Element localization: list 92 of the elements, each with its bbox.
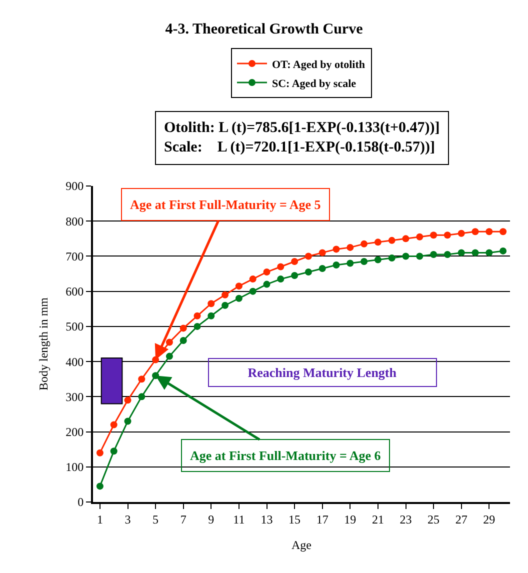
point: [402, 252, 410, 260]
point: [277, 263, 284, 270]
x-tick-label: 13: [260, 512, 273, 526]
point: [444, 232, 451, 239]
point: [430, 232, 438, 239]
point: [235, 282, 242, 290]
point: [388, 236, 396, 244]
point: [304, 252, 312, 260]
point: [124, 418, 132, 425]
y-tick-label: 0: [78, 495, 84, 510]
point: [332, 262, 340, 268]
point: [138, 393, 146, 400]
point: [486, 249, 493, 256]
x-tick-label: 7: [180, 512, 186, 526]
annotation: Age at First Full-Maturity = Age 5: [130, 197, 322, 212]
point: [208, 300, 215, 308]
point: [180, 324, 187, 332]
x-tick-label: 9: [208, 512, 214, 526]
point: [472, 228, 479, 236]
x-tick-label: 15: [288, 512, 301, 526]
point: [304, 268, 312, 276]
x-tick-label: 29: [483, 512, 496, 526]
point: [249, 276, 256, 283]
y-axis-title: Body length in mm: [36, 296, 50, 390]
point: [500, 247, 507, 254]
point: [194, 322, 201, 330]
y-tick-label: 400: [66, 354, 84, 369]
point: [110, 448, 118, 455]
point: [263, 268, 270, 276]
point: [374, 238, 382, 246]
point: [110, 421, 118, 428]
x-tick-label: 5: [152, 512, 159, 526]
x-tick-label: 21: [372, 512, 384, 526]
point: [124, 396, 132, 404]
point: [360, 258, 368, 265]
text: Otolith: L (t)=785.6[1-EXP(-0.133(t+0.47))] Scale: L (t)=720.1[1-EXP(-0.158(t-0.57))]: [164, 120, 440, 156]
y-tick-label: 100: [66, 460, 84, 474]
point: [208, 312, 215, 320]
point: [458, 230, 465, 237]
point: [444, 250, 451, 258]
y-tick-label: 200: [66, 424, 84, 439]
x-tick-label: 19: [344, 512, 356, 526]
point: [388, 254, 396, 262]
x-axis-title: Age: [292, 538, 312, 552]
chart-title: 4-3. Theoretical Growth Curve: [165, 21, 364, 38]
point: [416, 252, 424, 260]
point: [96, 449, 104, 456]
y-tick-label: 800: [66, 214, 84, 228]
point: [249, 288, 256, 295]
annotation: Age at First Full-Maturity = Age 6: [190, 448, 382, 463]
point: [486, 228, 493, 236]
point: [458, 249, 465, 256]
x-tick-label: 3: [124, 512, 131, 526]
point: [500, 228, 507, 236]
x-tick-label: 1: [96, 512, 103, 526]
point: [291, 272, 298, 280]
x-tick-label: 27: [455, 512, 468, 526]
point: [263, 280, 270, 288]
point: [235, 294, 242, 302]
x-tick-label: 17: [316, 512, 328, 526]
point: [416, 233, 424, 240]
point: [430, 250, 438, 258]
band-label: Reaching Maturity Length: [248, 365, 398, 380]
point: [318, 265, 326, 272]
point: [332, 246, 340, 253]
y-tick-label: 600: [66, 284, 84, 299]
y-tick-label: 700: [66, 249, 84, 264]
point: [166, 352, 173, 360]
point: [222, 302, 229, 309]
legend-label: OT: Aged by otolith: [272, 58, 366, 71]
point: [346, 260, 354, 267]
point: [138, 376, 146, 383]
x-tick-label: 25: [428, 512, 440, 526]
y-tick-label: 900: [66, 179, 84, 194]
point: [402, 235, 410, 242]
x-tick-label: 11: [233, 512, 245, 526]
point: [277, 276, 284, 283]
point: [360, 240, 368, 248]
point: [96, 482, 104, 490]
point: [472, 249, 479, 256]
point: [318, 249, 326, 256]
point: [166, 338, 173, 346]
point: [222, 291, 229, 298]
y-tick-label: 300: [66, 390, 84, 404]
point: [194, 312, 201, 320]
point: [374, 256, 382, 264]
point: [180, 336, 187, 344]
point: [291, 258, 298, 265]
legend-label: SC: Aged by scale: [272, 78, 356, 90]
x-tick-label: 23: [400, 512, 412, 526]
y-tick-label: 500: [66, 320, 84, 334]
point: [346, 244, 354, 251]
